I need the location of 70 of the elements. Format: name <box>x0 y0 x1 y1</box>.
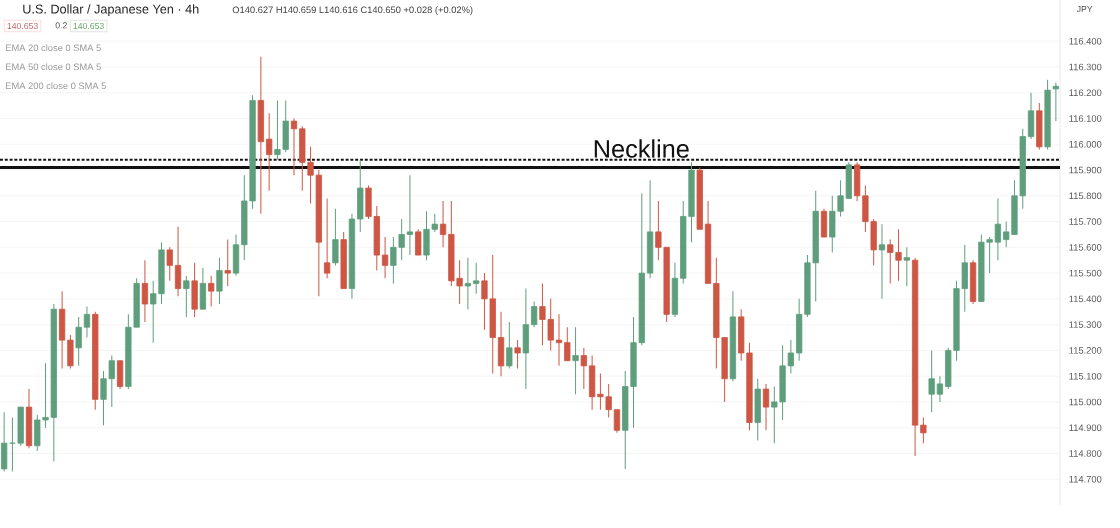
candlestick <box>224 239 231 287</box>
candlestick <box>994 197 1002 261</box>
candlestick <box>920 416 927 444</box>
y-tick-label: 115.100 <box>1069 372 1102 380</box>
candlestick <box>473 262 480 295</box>
candlestick <box>406 174 414 256</box>
candlestick <box>141 259 149 323</box>
y-tick-label: 115.500 <box>1069 269 1102 277</box>
y-tick-label: 116.400 <box>1069 37 1102 45</box>
candlestick <box>183 275 190 318</box>
annotation: EMA 20 close 0 SMA 5 <box>6 44 101 52</box>
candlestick <box>398 218 405 261</box>
candlestick <box>555 313 563 367</box>
candlestick <box>613 409 621 434</box>
candlestick <box>75 316 82 367</box>
ref-line-label: Neckline <box>594 139 689 158</box>
candlestick <box>431 213 438 233</box>
candlestick <box>903 246 910 287</box>
candlestick <box>514 339 521 369</box>
candlestick <box>390 236 397 284</box>
candlestick <box>83 306 91 339</box>
candlestick <box>174 226 182 297</box>
y-tick-label: 115.400 <box>1069 295 1102 303</box>
candlestick <box>266 112 273 192</box>
y-tick-label: 114.700 <box>1069 475 1102 483</box>
y-tick-label: 114.900 <box>1069 424 1102 431</box>
candlestick <box>986 236 993 274</box>
candlestick <box>216 257 223 305</box>
y-tick-label: 115.600 <box>1069 244 1102 251</box>
candlestick <box>464 257 472 310</box>
candlestick <box>208 275 215 308</box>
candlestick <box>290 118 298 176</box>
candlestick <box>580 347 587 390</box>
annotation: EMA 50 close 0 SMA 5 <box>6 63 101 71</box>
candlestick <box>415 228 422 256</box>
annotation: O140.627 H140.659 L140.616 C140.650 +0.028 (+0.02%) <box>232 6 473 15</box>
y-tick-label: 116.100 <box>1069 115 1102 122</box>
annotation: 140.653 <box>7 22 38 30</box>
candlestick <box>597 373 604 411</box>
candlestick <box>936 375 944 403</box>
y-tick-label: 115.800 <box>1069 192 1102 200</box>
y-tick-label: 115.300 <box>1069 321 1102 328</box>
candlestick <box>605 383 612 418</box>
y-tick-label: 116.200 <box>1069 89 1102 97</box>
candlestick <box>564 326 571 362</box>
candlestick <box>381 236 389 279</box>
y-axis-title: JPY <box>1076 6 1093 13</box>
y-tick-label: 116.300 <box>1069 63 1102 71</box>
candlestick <box>439 200 447 248</box>
candlestick <box>274 99 281 161</box>
candlestick <box>323 197 331 279</box>
y-tick-label: 116.000 <box>1069 140 1102 148</box>
candlestick <box>531 300 538 328</box>
candlestick <box>1052 81 1060 122</box>
candlestick <box>878 223 886 300</box>
annotation: 140.653 <box>73 22 104 30</box>
candlestick <box>166 246 173 282</box>
annotation: 0.2 <box>55 22 67 29</box>
y-tick-label: 115.900 <box>1069 166 1102 174</box>
annotation: EMA 200 close 0 SMA 5 <box>6 82 107 90</box>
y-tick-label: 114.800 <box>1069 450 1102 457</box>
candlestick <box>332 208 339 266</box>
y-tick-label: 115.000 <box>1069 398 1102 406</box>
candlestick <box>506 321 513 369</box>
y-tick-label: 115.200 <box>1069 347 1102 354</box>
candlestick <box>762 383 770 431</box>
candlestick <box>572 326 579 395</box>
y-tick-label: 115.700 <box>1069 218 1102 225</box>
candlestick <box>928 349 935 413</box>
chart-title: U.S. Dollar / Japanese Yen · 4h <box>23 4 199 17</box>
